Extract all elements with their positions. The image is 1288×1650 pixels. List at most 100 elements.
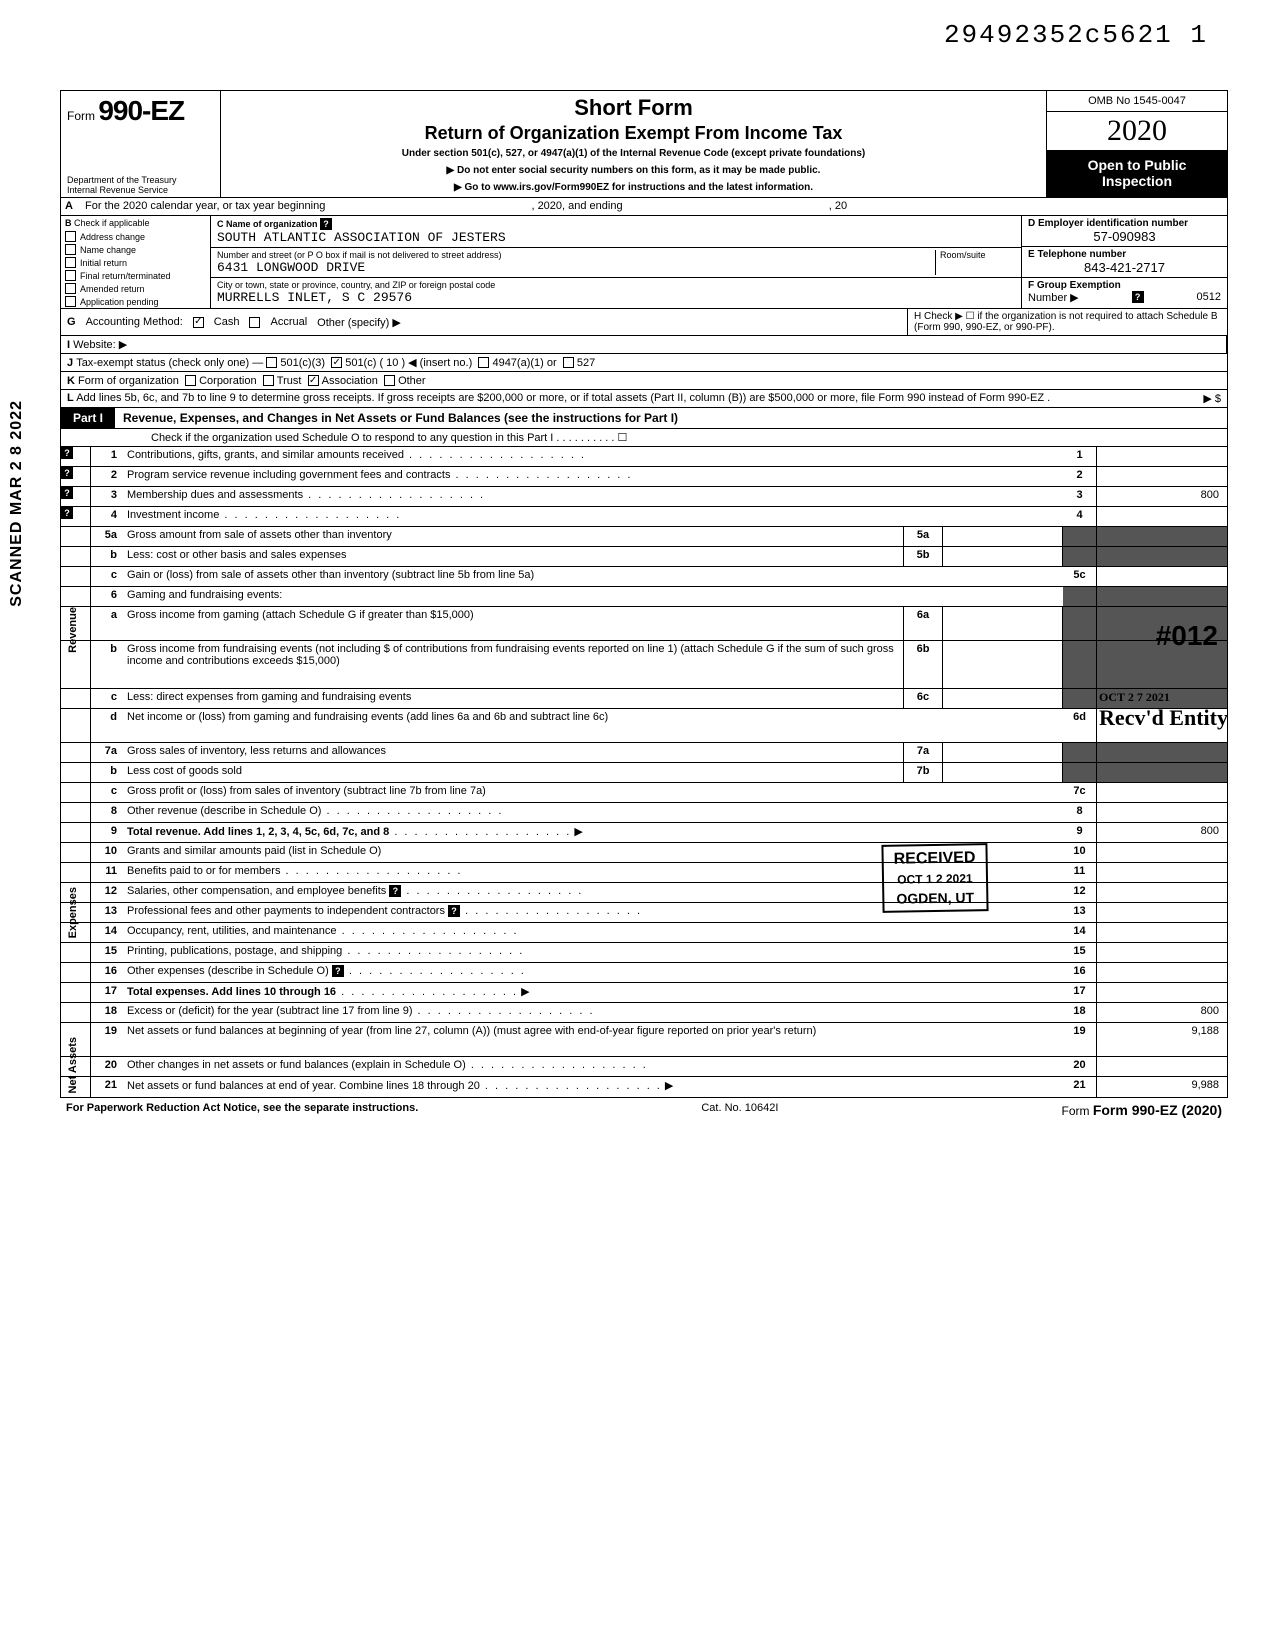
line-value (1097, 923, 1227, 942)
right-num: 8 (1063, 803, 1097, 822)
line-4: ? 4 Investment income 4 (61, 507, 1227, 527)
part1-title: Revenue, Expenses, and Changes in Net As… (115, 408, 1227, 428)
right-num: 3 (1063, 487, 1097, 506)
help-icon[interactable]: ? (332, 965, 344, 977)
line-5c: c Gain or (loss) from sale of assets oth… (61, 567, 1227, 587)
line-num: 20 (91, 1057, 123, 1076)
line-desc: Gaming and fundraising events: (123, 587, 1063, 606)
line-num: 6 (91, 587, 123, 606)
chk-name-change[interactable]: Name change (61, 243, 210, 256)
mid-val (943, 743, 1063, 762)
line-value (1097, 1057, 1227, 1076)
chk-final-return[interactable]: Final return/terminated (61, 269, 210, 282)
subtitle: Under section 501(c), 527, or 4947(a)(1)… (229, 148, 1038, 159)
help-icon[interactable]: ? (320, 218, 332, 230)
chk-4947a1[interactable] (478, 357, 489, 368)
line-value (1097, 863, 1227, 882)
line-value (1097, 803, 1227, 822)
chk-initial-return[interactable]: Initial return (61, 256, 210, 269)
line-desc: Other revenue (describe in Schedule O) (123, 803, 1063, 822)
help-icon[interactable]: ? (389, 885, 401, 897)
line-18: 18 Excess or (deficit) for the year (sub… (61, 1003, 1227, 1023)
line-16: 16 Other expenses (describe in Schedule … (61, 963, 1227, 983)
arrow-website: ▶ Go to www.irs.gov/Form990EZ for instru… (229, 182, 1038, 193)
line-value: 800 (1097, 823, 1227, 842)
chk-accrual[interactable] (249, 317, 260, 328)
org-address: 6431 LONGWOOD DRIVE (217, 260, 935, 275)
line-value (1097, 567, 1227, 586)
k-text: Form of organization (78, 375, 179, 387)
chk-527[interactable] (563, 357, 574, 368)
a-right: , 20 (829, 200, 847, 212)
right-num: 13 (1063, 903, 1097, 922)
right-num: 15 (1063, 943, 1097, 962)
title-return-exempt: Return of Organization Exempt From Incom… (229, 123, 1038, 144)
chk-trust[interactable] (263, 375, 274, 386)
line-num: 13 (91, 903, 123, 922)
chk-assoc[interactable]: ✓ (308, 375, 319, 386)
row-j-exempt-status: J Tax-exempt status (check only one) — 5… (61, 354, 1227, 372)
right-val-shaded (1097, 587, 1227, 606)
chk-other-org[interactable] (384, 375, 395, 386)
margin-net-assets: Net Assets (67, 1037, 79, 1093)
mid-val (943, 527, 1063, 546)
right-val-shaded (1097, 527, 1227, 546)
l-text: Add lines 5b, 6c, and 7b to line 9 to de… (76, 392, 1050, 404)
arrow-ssn-warning: ▶ Do not enter social security numbers o… (229, 165, 1038, 176)
line-num: 15 (91, 943, 123, 962)
label-l: L (67, 392, 74, 404)
row-g-h: G Accounting Method: ✓Cash Accrual Other… (61, 309, 1227, 336)
line-8: 8 Other revenue (describe in Schedule O)… (61, 803, 1227, 823)
section-identity: B Check if applicable Address change Nam… (61, 216, 1227, 309)
right-num: 1 (1063, 447, 1097, 466)
ein: 57-090983 (1028, 229, 1221, 244)
mid-val (943, 763, 1063, 782)
line-value (1097, 783, 1227, 802)
other-specify: Other (specify) ▶ (317, 316, 401, 329)
line-value (1097, 507, 1227, 526)
chk-label: Amended return (80, 284, 145, 294)
501c-other-label: 501(c) ( 10 ) ◀ (insert no.) (345, 356, 472, 369)
part1-sub: Check if the organization used Schedule … (61, 429, 1227, 447)
help-icon[interactable]: ? (448, 905, 460, 917)
help-icon[interactable]: ? (61, 507, 73, 519)
part1-header: Part I Revenue, Expenses, and Changes in… (61, 408, 1227, 429)
line-num: c (91, 689, 123, 708)
f-label2: Number ▶ (1028, 291, 1079, 304)
f-label: F Group Exemption (1028, 280, 1221, 291)
help-icon[interactable]: ? (61, 447, 73, 459)
line-num: 14 (91, 923, 123, 942)
line-desc: Excess or (deficit) for the year (subtra… (123, 1003, 1063, 1022)
line-6c: c Less: direct expenses from gaming and … (61, 689, 1227, 709)
line-desc: Less: cost or other basis and sales expe… (123, 547, 903, 566)
4947a1-label: 4947(a)(1) or (492, 357, 556, 369)
line-6a: a Gross income from gaming (attach Sched… (61, 607, 1227, 641)
right-num: 7c (1063, 783, 1097, 802)
line-14: 14 Occupancy, rent, utilities, and maint… (61, 923, 1227, 943)
line-value (1097, 963, 1227, 982)
right-num-shaded (1063, 547, 1097, 566)
chk-501c3[interactable] (266, 357, 277, 368)
help-icon[interactable]: ? (61, 467, 73, 479)
right-num: 21 (1063, 1077, 1097, 1097)
chk-corp[interactable] (185, 375, 196, 386)
h-check-schedule-b: H Check ▶ ☐ if the organization is not r… (907, 309, 1227, 335)
line-value (1097, 467, 1227, 486)
line-num: 16 (91, 963, 123, 982)
chk-address-change[interactable]: Address change (61, 230, 210, 243)
chk-501c-other[interactable]: ✓ (331, 357, 342, 368)
line-value (1097, 447, 1227, 466)
line-value: 800 (1097, 1003, 1227, 1022)
chk-app-pending[interactable]: Application pending (61, 295, 210, 308)
help-icon[interactable]: ? (1132, 291, 1144, 303)
chk-cash[interactable]: ✓ (193, 317, 204, 328)
line-19: 19 Net assets or fund balances at beginn… (61, 1023, 1227, 1057)
help-icon[interactable]: ? (61, 487, 73, 499)
line-6d: d Net income or (loss) from gaming and f… (61, 709, 1227, 743)
form-prefix: Form (67, 109, 95, 123)
right-num: 19 (1063, 1023, 1097, 1056)
chk-label: Application pending (80, 297, 159, 307)
right-num: 14 (1063, 923, 1097, 942)
a-left: For the 2020 calendar year, or tax year … (85, 200, 325, 212)
chk-amended[interactable]: Amended return (61, 282, 210, 295)
